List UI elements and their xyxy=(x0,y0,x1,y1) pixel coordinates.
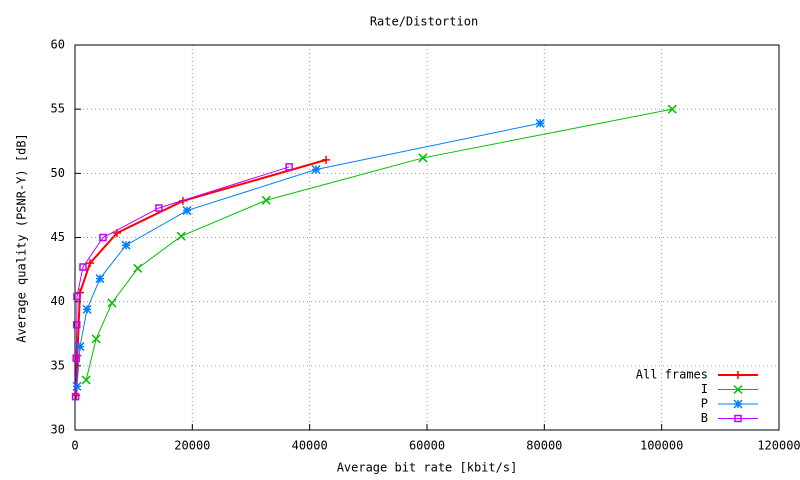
data-point xyxy=(73,321,81,329)
legend-marker xyxy=(733,384,743,395)
x-axis-label: Average bit rate [kbit/s] xyxy=(337,461,518,475)
legend-marker xyxy=(733,399,743,409)
data-point xyxy=(73,292,81,301)
data-point xyxy=(82,304,92,314)
legend-label: B xyxy=(701,411,708,425)
x-tick-label: 40000 xyxy=(292,439,328,453)
data-point xyxy=(133,263,143,273)
data-point xyxy=(72,354,80,362)
legend-label: All frames xyxy=(636,368,708,382)
data-point xyxy=(285,163,293,171)
x-tick-label: 0 xyxy=(71,439,78,453)
data-point xyxy=(182,206,192,216)
legend-label: P xyxy=(701,397,708,411)
y-tick-label: 50 xyxy=(51,166,65,180)
data-point xyxy=(99,233,107,242)
y-axis-label: Average quality (PSNR-Y) [dB] xyxy=(15,133,29,343)
data-point xyxy=(86,259,95,268)
y-tick-label: 55 xyxy=(51,102,65,116)
series-line xyxy=(75,166,290,397)
x-tick-label: 20000 xyxy=(174,439,210,453)
data-point xyxy=(311,164,321,175)
data-point xyxy=(81,375,91,385)
data-point xyxy=(155,204,163,212)
data-point xyxy=(261,195,271,205)
series-line xyxy=(76,122,541,387)
y-tick-label: 45 xyxy=(51,230,65,244)
data-point xyxy=(79,263,87,271)
data-point xyxy=(95,274,105,284)
chart-title: Rate/Distortion xyxy=(370,15,478,29)
data-point xyxy=(176,231,186,241)
data-point xyxy=(91,334,101,344)
data-point xyxy=(418,153,428,163)
series-line xyxy=(85,108,673,381)
legend-marker xyxy=(734,414,742,423)
data-point xyxy=(667,104,677,114)
y-tick-label: 30 xyxy=(51,423,65,437)
plot-border xyxy=(74,44,780,431)
data-point xyxy=(107,298,117,308)
data-point xyxy=(121,240,131,250)
x-tick-label: 60000 xyxy=(409,439,445,453)
x-tick-label: 80000 xyxy=(526,439,562,453)
y-tick-label: 60 xyxy=(51,38,65,52)
data-point xyxy=(71,392,80,401)
data-point xyxy=(322,155,331,164)
x-tick-label: 100000 xyxy=(640,439,683,453)
y-tick-label: 40 xyxy=(51,294,65,308)
legend-marker xyxy=(734,371,742,379)
data-point xyxy=(75,342,85,352)
legend-label: I xyxy=(701,382,708,396)
data-point xyxy=(535,118,545,128)
y-tick-label: 35 xyxy=(51,358,65,372)
x-tick-label: 120000 xyxy=(757,439,800,453)
data-point xyxy=(72,381,82,391)
